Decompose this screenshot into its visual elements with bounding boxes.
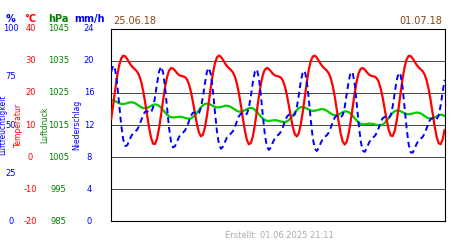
Text: 50: 50	[5, 120, 16, 130]
Text: hPa: hPa	[48, 14, 69, 24]
Text: 1015: 1015	[48, 120, 69, 130]
Text: 40: 40	[25, 24, 36, 33]
Text: 75: 75	[5, 72, 16, 82]
Text: 0: 0	[28, 152, 33, 162]
Text: %: %	[6, 14, 16, 24]
Text: mm/h: mm/h	[74, 14, 104, 24]
Text: 8: 8	[86, 152, 92, 162]
Text: 20: 20	[25, 88, 36, 98]
Text: Erstellt: 01.06.2025 21:11: Erstellt: 01.06.2025 21:11	[225, 231, 333, 240]
Text: 1045: 1045	[48, 24, 69, 33]
Text: 985: 985	[50, 217, 67, 226]
Text: 20: 20	[84, 56, 94, 65]
Text: -20: -20	[24, 217, 37, 226]
Text: 10: 10	[25, 120, 36, 130]
Text: 4: 4	[86, 185, 92, 194]
Text: 12: 12	[84, 120, 94, 130]
Text: 0: 0	[86, 217, 92, 226]
Text: Luftfeuchtigkeit: Luftfeuchtigkeit	[0, 95, 8, 155]
Text: 0: 0	[8, 217, 14, 226]
Text: 01.07.18: 01.07.18	[400, 16, 442, 26]
Text: 30: 30	[25, 56, 36, 65]
Text: 1035: 1035	[48, 56, 69, 65]
Text: Temperatur: Temperatur	[14, 103, 23, 147]
Text: 25: 25	[5, 168, 16, 177]
Text: 995: 995	[50, 185, 67, 194]
Text: Luftdruck: Luftdruck	[40, 107, 50, 143]
Text: °C: °C	[25, 14, 36, 24]
Text: 25.06.18: 25.06.18	[113, 16, 157, 26]
Text: -10: -10	[24, 185, 37, 194]
Text: 16: 16	[84, 88, 94, 98]
Text: 24: 24	[84, 24, 94, 33]
Text: 1005: 1005	[48, 152, 69, 162]
Text: Niederschlag: Niederschlag	[72, 100, 81, 150]
Text: 1025: 1025	[48, 88, 69, 98]
Text: 100: 100	[3, 24, 19, 33]
